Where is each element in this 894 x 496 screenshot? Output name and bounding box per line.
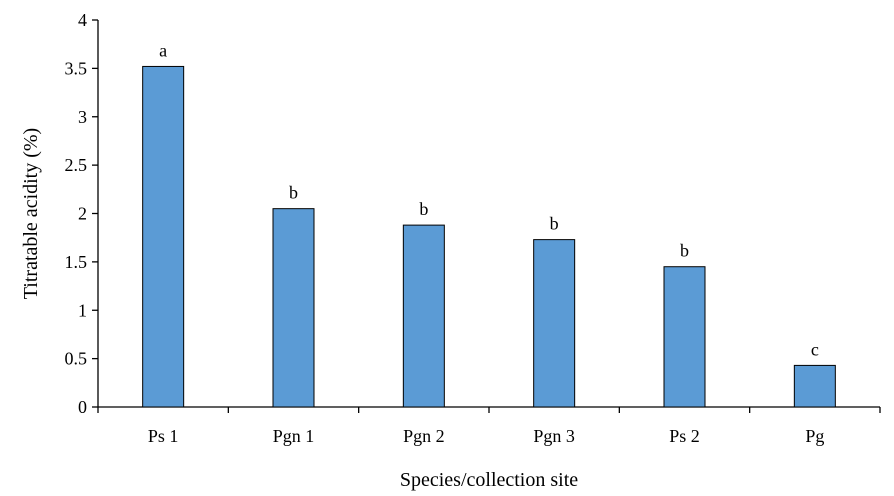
x-axis-title: Species/collection site — [400, 469, 578, 491]
category-labels: Ps 1 Pgn 1 Pgn 2 Pgn 3 Ps 2 Pg — [148, 426, 824, 446]
y-tick-label: 4 — [78, 10, 87, 30]
bar — [402, 224, 445, 408]
significance-letter: b — [289, 183, 298, 203]
x-tick-label: Pgn 3 — [533, 426, 575, 446]
significance-letter: b — [419, 199, 428, 219]
bar — [272, 208, 315, 408]
bar — [793, 364, 836, 408]
y-tick-label: 0 — [78, 397, 87, 417]
y-tick-label: 1 — [78, 300, 87, 320]
bar — [663, 266, 706, 408]
y-axis-title: Titratable acidity (%) — [20, 128, 42, 299]
y-tick-label: 1.5 — [65, 252, 88, 272]
x-tick-label: Ps 2 — [669, 426, 700, 446]
bar — [533, 239, 576, 408]
y-tick-label: 2.5 — [65, 155, 88, 175]
significance-letter: b — [550, 214, 559, 234]
significance-labels: a b b b b c — [159, 40, 819, 359]
y-tick-label: 2 — [78, 204, 87, 224]
x-tick-label: Pgn 2 — [403, 426, 445, 446]
x-tick-label: Ps 1 — [148, 426, 179, 446]
significance-letter: b — [680, 241, 689, 261]
x-axis — [97, 406, 881, 413]
bar-series — [142, 65, 836, 408]
x-tick-label: Pgn 1 — [273, 426, 315, 446]
y-axis: 0 0.5 1 1.5 2 2.5 3 3.5 4 — [65, 10, 99, 417]
y-tick-label: 0.5 — [65, 349, 88, 369]
x-tick-label: Pg — [805, 426, 824, 446]
significance-letter: c — [811, 339, 819, 359]
y-tick-label: 3 — [78, 107, 87, 127]
significance-letter: a — [159, 40, 167, 60]
y-tick-label: 3.5 — [65, 58, 88, 78]
bar — [142, 65, 185, 408]
